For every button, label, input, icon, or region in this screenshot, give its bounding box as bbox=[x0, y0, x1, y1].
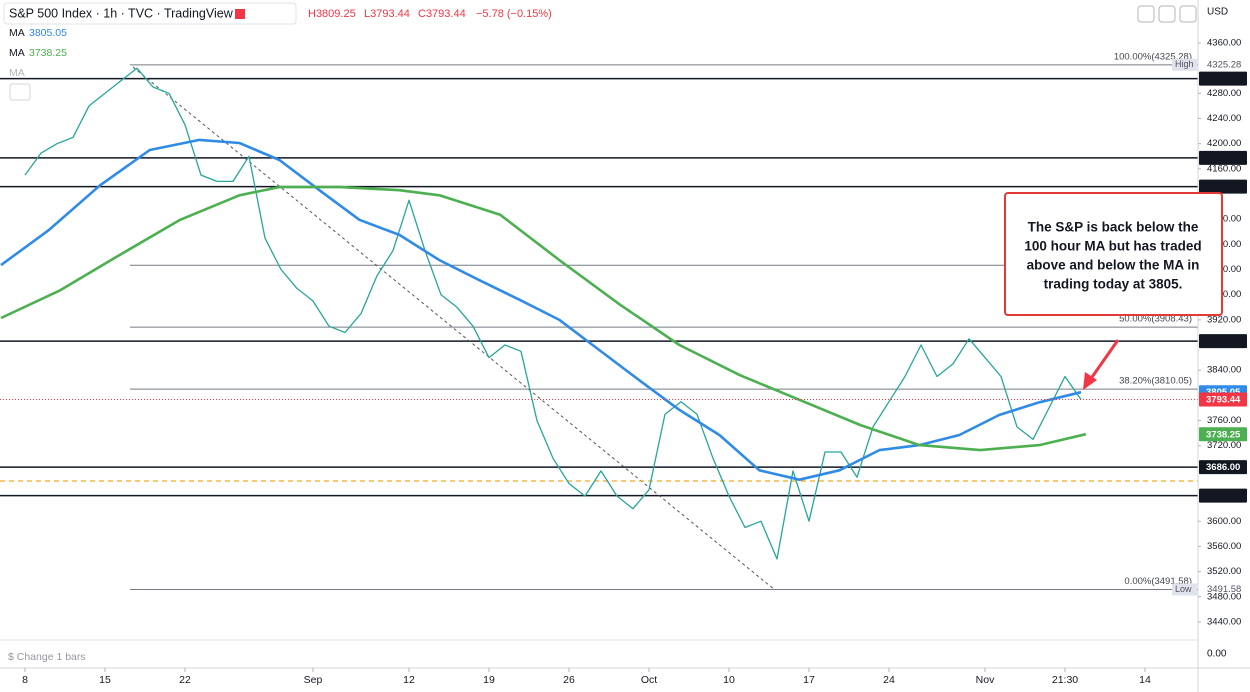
plot-area: 100.00%(4325.28) 50.00%(3908.43) 38.20%(38… bbox=[0, 51, 1198, 590]
y-tick-label: 3720.00 bbox=[1207, 440, 1241, 451]
x-tick-label: 15 bbox=[99, 674, 111, 686]
y-tick-label: 3440.00 bbox=[1207, 616, 1241, 627]
moving-average bbox=[0, 185, 1087, 452]
price-tag bbox=[1199, 179, 1247, 194]
y-tick-label: 4040.00 bbox=[1207, 239, 1241, 250]
price-axis: 8 15 22 Sep 12 19 26 Oct 10 17 24 Nov 21:30 14 4360.00… bbox=[22, 37, 1247, 686]
x-tick-label: Sep bbox=[304, 674, 323, 686]
pane-tick-label: 0.00 bbox=[1207, 649, 1227, 660]
legend-name: MA bbox=[9, 47, 25, 59]
x-tick-label: 19 bbox=[483, 674, 495, 686]
y-tick-label: 4160.00 bbox=[1207, 163, 1241, 174]
y-tick-label: 3480.00 bbox=[1207, 591, 1241, 602]
chart-title: S&P 500 Index · 1h · TVC · TradingView bbox=[9, 6, 234, 20]
x-tick-label: 21:30 bbox=[1052, 674, 1078, 686]
collapse-button[interactable] bbox=[9, 83, 31, 101]
price-tag bbox=[1199, 427, 1247, 442]
annotation-box bbox=[1004, 192, 1223, 316]
legend-name: MA bbox=[9, 67, 25, 79]
y-tick-label: 3840.00 bbox=[1207, 365, 1241, 376]
x-tick-label: 22 bbox=[179, 674, 191, 686]
legend: MA 3805.05 MA 3738.25 MA bbox=[9, 27, 67, 79]
y-tick-label: 3760.00 bbox=[1207, 415, 1241, 426]
icon-button[interactable] bbox=[1158, 5, 1176, 23]
ohlc-close: C3793.44 bbox=[418, 8, 466, 20]
price-tag bbox=[1199, 150, 1247, 165]
pane-label: $ Change 1 bars bbox=[8, 651, 86, 663]
trend-line bbox=[132, 66, 776, 591]
extreme-tag bbox=[1172, 58, 1197, 71]
icon-button[interactable] bbox=[1137, 5, 1155, 23]
y-tick-label: 4280.00 bbox=[1207, 88, 1241, 99]
currency: USD bbox=[1207, 7, 1228, 18]
x-tick-label: Nov bbox=[976, 674, 995, 686]
extreme-tag bbox=[1172, 583, 1197, 596]
annotation-line: trading today at 3805. bbox=[1044, 277, 1183, 292]
fib-label: 38.20%(3810.05) bbox=[1119, 376, 1192, 387]
x-tick-label: 14 bbox=[1139, 674, 1151, 686]
y-tick-label: 4200.00 bbox=[1207, 138, 1241, 149]
price-tag bbox=[1199, 488, 1247, 503]
toolbar-icons[interactable] bbox=[1137, 5, 1197, 23]
annotation-line: above and below the MA in bbox=[1027, 258, 1200, 273]
price-tag-label: 3686.00 bbox=[1206, 462, 1240, 473]
ohlc-high: H3809.25 bbox=[308, 8, 356, 20]
icon-button[interactable] bbox=[1179, 5, 1197, 23]
arrow-head bbox=[1083, 372, 1097, 390]
ohlc-change: −5.78 (−0.15%) bbox=[476, 8, 552, 20]
annotation-text: The S&P is back below the 100 hour MA but… bbox=[1024, 220, 1201, 292]
y-tick-label: 4080.00 bbox=[1207, 214, 1241, 225]
x-tick-label: 10 bbox=[723, 674, 735, 686]
x-tick-label: 26 bbox=[563, 674, 575, 686]
price-tag bbox=[1199, 334, 1247, 349]
x-tick-label: 24 bbox=[883, 674, 895, 686]
fib-label: 0.00%(3491.58) bbox=[1124, 576, 1192, 587]
price-line bbox=[24, 67, 1082, 560]
status-dot bbox=[235, 9, 245, 19]
price-tag bbox=[1199, 460, 1247, 475]
y-tick-label: 3960.00 bbox=[1207, 289, 1241, 300]
y-tick-label: 4360.00 bbox=[1207, 37, 1241, 48]
legend-name: MA bbox=[9, 27, 25, 39]
legend-value: 3805.05 bbox=[29, 27, 67, 39]
header-box bbox=[3, 2, 297, 25]
annotation-line: 100 hour MA but has traded bbox=[1024, 239, 1201, 254]
moving-average bbox=[0, 138, 1082, 481]
price-tag bbox=[1199, 392, 1247, 407]
y-tick-label: 3600.00 bbox=[1207, 516, 1241, 527]
annotation-line: The S&P is back below the bbox=[1028, 220, 1199, 235]
extreme-value: 4325.28 bbox=[1207, 59, 1241, 70]
x-tick-label: 17 bbox=[803, 674, 815, 686]
y-tick-label: 4000.00 bbox=[1207, 264, 1241, 275]
legend-value: 3738.25 bbox=[29, 47, 67, 59]
price-tag-label: 3793.44 bbox=[1206, 395, 1241, 406]
x-tick-label: 8 bbox=[22, 674, 28, 686]
extreme-tag-label: High bbox=[1175, 59, 1194, 69]
extreme-value: 3491.58 bbox=[1207, 584, 1241, 595]
fib-label: 100.00%(4325.28) bbox=[1114, 51, 1192, 62]
x-tick-label: Oct bbox=[641, 674, 657, 686]
arrow-shaft bbox=[1088, 339, 1120, 381]
ohlc-low: L3793.44 bbox=[364, 8, 410, 20]
y-tick-label: 3520.00 bbox=[1207, 566, 1241, 577]
y-tick-label: 3560.00 bbox=[1207, 541, 1241, 552]
y-tick-label: 3920.00 bbox=[1207, 314, 1241, 325]
extreme-tag-label: Low bbox=[1175, 584, 1192, 594]
price-tag bbox=[1199, 71, 1247, 86]
series-lines bbox=[0, 67, 1198, 560]
price-tag-label: 3738.25 bbox=[1206, 429, 1241, 440]
y-tick-label: 4240.00 bbox=[1207, 113, 1241, 124]
fib-label: 50.00%(3908.43) bbox=[1119, 314, 1192, 325]
x-tick-label: 12 bbox=[403, 674, 415, 686]
